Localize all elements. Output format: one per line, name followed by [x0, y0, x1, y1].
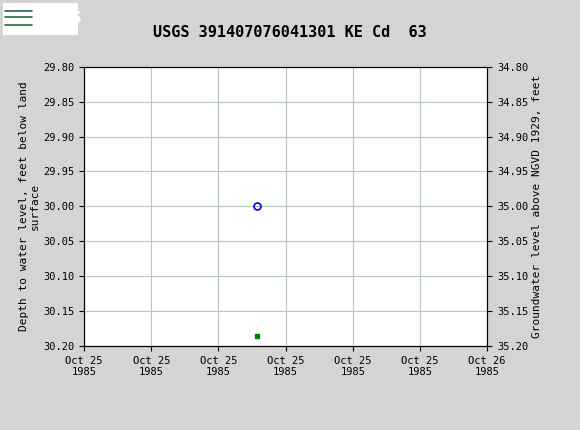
Y-axis label: Groundwater level above NGVD 1929, feet: Groundwater level above NGVD 1929, feet: [532, 75, 542, 338]
Y-axis label: Depth to water level, feet below land
surface: Depth to water level, feet below land su…: [19, 82, 41, 331]
Text: USGS: USGS: [36, 12, 83, 26]
Text: USGS 391407076041301 KE Cd  63: USGS 391407076041301 KE Cd 63: [153, 25, 427, 40]
Bar: [3, 3, 78, 35]
